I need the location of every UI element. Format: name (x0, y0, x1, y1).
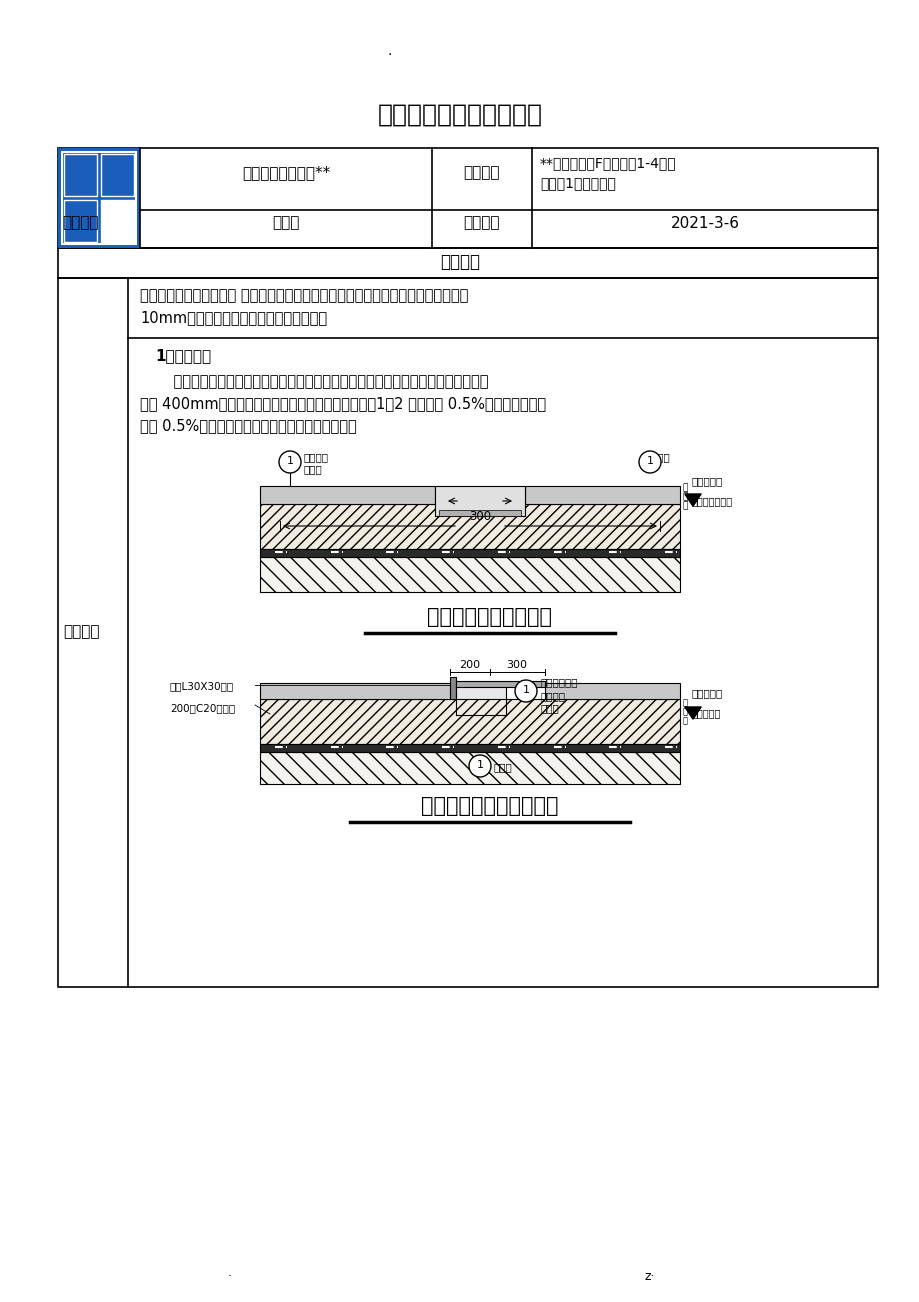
Bar (64, 154, 96, 197)
Text: 1: 1 (476, 760, 483, 769)
Bar (544, 684, 679, 699)
Bar (62, 152, 136, 243)
Text: 按实际标高: 按实际标高 (691, 708, 720, 717)
Text: 按照图纸图纸上排水沟位置进展放线，浇筑混凝土保护层前进展用木方拦设，拦设: 按照图纸图纸上排水沟位置进展放线，浇筑混凝土保护层前进展用木方拦设，拦设 (154, 374, 488, 389)
Text: 竖: 竖 (682, 698, 687, 707)
Text: 1: 1 (646, 456, 652, 466)
Text: 做法同: 做法同 (303, 464, 323, 474)
Text: 2021-3-6: 2021-3-6 (670, 216, 739, 230)
Bar (260, 699, 679, 743)
Text: 交底时间: 交底时间 (463, 216, 500, 230)
Bar (58, 148, 877, 247)
Bar (260, 743, 679, 753)
Bar (525, 486, 679, 504)
Text: 构造同: 构造同 (494, 762, 512, 772)
Bar (260, 557, 679, 592)
Bar (438, 510, 520, 516)
Circle shape (278, 450, 301, 473)
Text: 做法同: 做法同 (540, 703, 559, 713)
Bar (64, 201, 96, 242)
Text: 预埋L30X30角钢: 预埋L30X30角钢 (170, 681, 233, 691)
Text: 地下室: 地下室 (272, 216, 300, 230)
Text: 门口处排水浅沟构造大样: 门口处排水浅沟构造大样 (421, 796, 558, 816)
Bar (101, 201, 134, 242)
Bar (58, 247, 877, 279)
Text: 交底内容: 交底内容 (439, 253, 480, 271)
Text: 排水浅沟: 排水浅沟 (303, 452, 329, 462)
Text: 构造同: 构造同 (652, 452, 670, 462)
Text: 按实际标高: 按实际标高 (691, 477, 722, 486)
Bar (101, 154, 134, 197)
Text: 标: 标 (682, 707, 687, 716)
Text: （按实际标高）: （按实际标高） (691, 496, 732, 506)
Text: ·: · (388, 48, 391, 62)
Circle shape (515, 680, 537, 702)
Text: 车库排水浅沟构造大样: 车库排水浅沟构造大样 (427, 607, 552, 628)
Text: 300: 300 (469, 510, 491, 523)
Bar (260, 504, 679, 549)
Text: **天安数码城F区工程（1-4号科: **天安数码城F区工程（1-4号科 (539, 156, 675, 171)
Text: 排水浅沟: 排水浅沟 (540, 691, 565, 700)
Bar (449, 677, 456, 699)
Polygon shape (685, 493, 700, 506)
Text: 宽度 400mm，排水沟不做细石砼保护层，底板修平，1：2 水泥砂浆 0.5%找坡向集水井，: 宽度 400mm，排水沟不做细石砼保护层，底板修平，1：2 水泥砂浆 0.5%找… (140, 396, 546, 411)
Text: 切割应统一弹线，以确保 切割缝整齐顺直，经历收前方可进展切缝施工。切割宽度为: 切割应统一弹线，以确保 切割缝整齐顺直，经历收前方可进展切缝施工。切割宽度为 (140, 288, 468, 303)
Text: 中国建筑第五工程**: 中国建筑第五工程** (242, 165, 330, 181)
Text: ·: · (228, 1269, 232, 1282)
Text: 标: 标 (682, 492, 687, 501)
Bar (260, 684, 449, 699)
Text: 研楼及1号地下室）: 研楼及1号地下室） (539, 176, 615, 190)
Bar (260, 549, 679, 557)
Bar (260, 486, 435, 504)
Circle shape (639, 450, 660, 473)
Text: 1: 1 (286, 456, 293, 466)
Text: 成品铸铁篦子: 成品铸铁篦子 (540, 677, 578, 687)
Bar (456, 681, 544, 687)
Text: 1、水沟施工: 1、水沟施工 (154, 348, 210, 363)
Polygon shape (685, 707, 700, 719)
Text: 坡度 0.5%。随抹随压光。各处排水沟大样如下图。: 坡度 0.5%。随抹随压光。各处排水沟大样如下图。 (140, 418, 357, 434)
Text: 200: 200 (459, 660, 480, 671)
Text: 按实际标高: 按实际标高 (691, 687, 722, 698)
Text: 10mm，填缝材料采用防水聚氨酯密封膏。: 10mm，填缝材料采用防水聚氨酯密封膏。 (140, 310, 327, 326)
Bar (58, 279, 877, 987)
Text: z·: z· (644, 1269, 654, 1282)
Bar (260, 753, 679, 784)
Text: 高: 高 (682, 716, 687, 725)
Bar (435, 486, 525, 516)
Text: 高: 高 (682, 501, 687, 510)
Text: 1: 1 (522, 685, 529, 695)
Text: 200厚C20细石砼: 200厚C20细石砼 (170, 703, 235, 713)
Text: 地下室地坪施工技术交底: 地下室地坪施工技术交底 (377, 103, 542, 128)
Bar (456, 687, 505, 715)
Text: 竖: 竖 (682, 483, 687, 492)
Text: 工程名称: 工程名称 (463, 165, 500, 181)
Text: 交底部位: 交底部位 (62, 216, 98, 230)
Text: 施工要点: 施工要点 (62, 625, 99, 639)
Bar (58, 148, 140, 247)
Text: 300: 300 (506, 660, 527, 671)
Circle shape (469, 755, 491, 777)
